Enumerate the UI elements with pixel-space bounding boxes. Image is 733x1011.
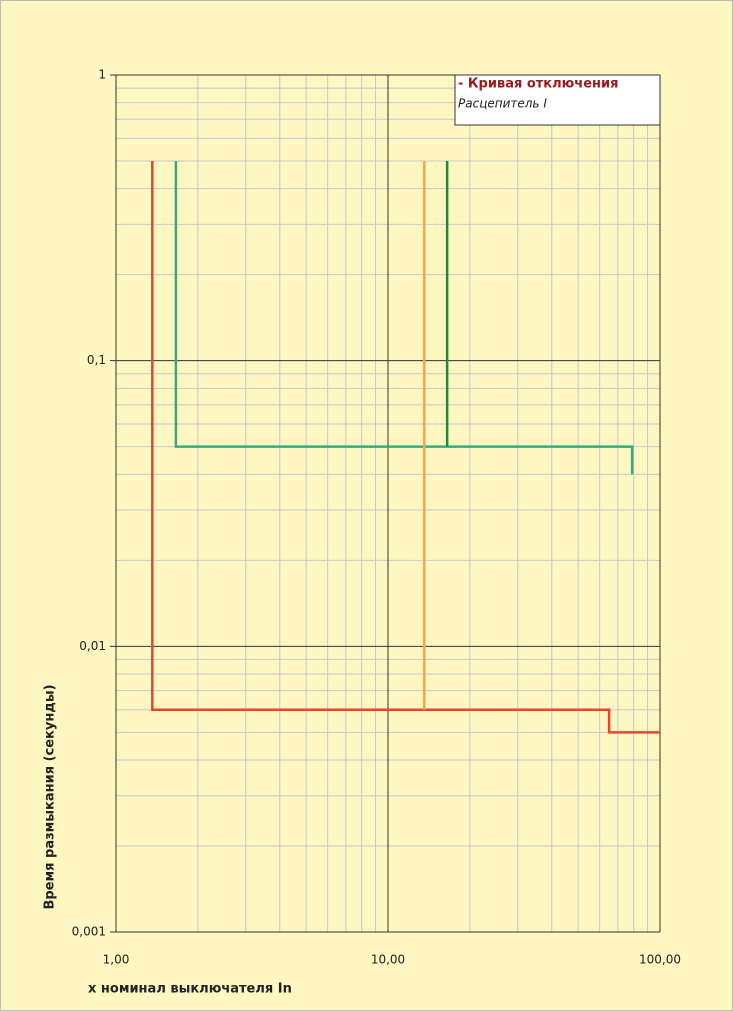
y-tick-label: 0,001 <box>72 925 106 939</box>
y-tick-label: 0,1 <box>87 353 106 367</box>
curve <box>151 160 660 734</box>
x-axis-label: x номинал выключателя In <box>88 982 292 997</box>
y-tick-label: 1 <box>98 68 106 82</box>
legend-subtitle: Расцепитель I <box>458 97 547 111</box>
legend-box <box>454 74 661 126</box>
x-tick-label: 100,00 <box>639 953 681 967</box>
y-tick-label: 0,01 <box>79 639 106 653</box>
legend-title: - Кривая отключения <box>458 77 618 92</box>
curve <box>174 160 634 475</box>
y-axis-label: Время размыкания (секунды) <box>43 684 58 909</box>
x-tick-label: 10,00 <box>371 953 405 967</box>
x-tick-label: 1,00 <box>103 953 130 967</box>
